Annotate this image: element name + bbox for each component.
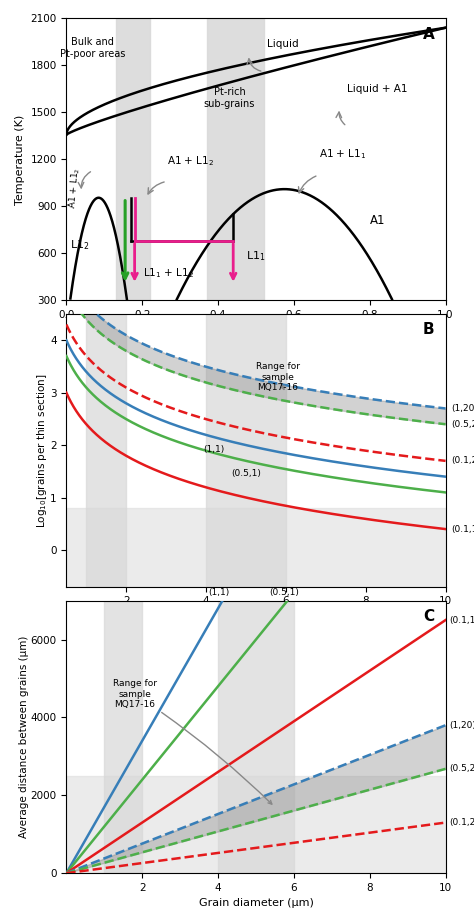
X-axis label: Mole fraction of Pt: Mole fraction of Pt xyxy=(205,325,307,335)
Text: (0.5,20): (0.5,20) xyxy=(452,419,474,429)
Text: (0.5,1): (0.5,1) xyxy=(269,588,299,597)
X-axis label: Grain diameter (μm): Grain diameter (μm) xyxy=(199,612,313,622)
Text: B: B xyxy=(422,322,434,337)
Y-axis label: Temperature (K): Temperature (K) xyxy=(15,115,25,204)
Text: (1,1): (1,1) xyxy=(208,588,229,597)
Text: (1,20): (1,20) xyxy=(452,404,474,413)
Text: Range for
sample
MQ17-16: Range for sample MQ17-16 xyxy=(113,679,272,804)
Text: (0.1,1): (0.1,1) xyxy=(452,525,474,533)
Text: A1: A1 xyxy=(370,213,385,226)
Bar xyxy=(66,508,446,587)
Text: L1$_2$: L1$_2$ xyxy=(70,238,90,252)
Text: Liquid: Liquid xyxy=(267,39,299,49)
Text: (1,20): (1,20) xyxy=(449,721,474,730)
Text: Range for
sample
MQ17-16: Range for sample MQ17-16 xyxy=(256,362,300,392)
Bar xyxy=(218,601,294,873)
Bar xyxy=(206,314,286,587)
Bar xyxy=(207,18,264,300)
Text: A1 + L1$_2$: A1 + L1$_2$ xyxy=(167,154,214,168)
Text: Liquid + A1: Liquid + A1 xyxy=(347,84,408,94)
Y-axis label: Log$_{10}$[grains per thin section]: Log$_{10}$[grains per thin section] xyxy=(35,373,49,528)
Text: (0.5,1): (0.5,1) xyxy=(231,468,261,478)
Text: (1,1): (1,1) xyxy=(203,445,225,454)
Text: (0.1,1): (0.1,1) xyxy=(449,615,474,625)
Text: A1 + L1$_2$: A1 + L1$_2$ xyxy=(67,166,83,209)
Text: (0.5,20): (0.5,20) xyxy=(449,764,474,773)
Y-axis label: Average distance between grains (μm): Average distance between grains (μm) xyxy=(19,636,29,838)
Text: A1 + L1$_1$: A1 + L1$_1$ xyxy=(319,147,366,161)
Bar xyxy=(116,18,150,300)
Text: (0.1,20): (0.1,20) xyxy=(449,818,474,827)
X-axis label: Grain diameter (μm): Grain diameter (μm) xyxy=(199,898,313,908)
Text: Bulk and
Pt-poor areas: Bulk and Pt-poor areas xyxy=(60,37,126,59)
Text: (0.1,20): (0.1,20) xyxy=(452,456,474,466)
Bar xyxy=(104,601,142,873)
Text: Pt-rich
sub-grains: Pt-rich sub-grains xyxy=(204,88,255,109)
Text: L1$_1$ + L1$_2$: L1$_1$ + L1$_2$ xyxy=(143,266,194,280)
Bar xyxy=(86,314,126,587)
Text: C: C xyxy=(423,609,434,624)
Text: A: A xyxy=(422,27,434,42)
Text: L1$_1$: L1$_1$ xyxy=(246,249,266,263)
Bar xyxy=(66,776,446,873)
